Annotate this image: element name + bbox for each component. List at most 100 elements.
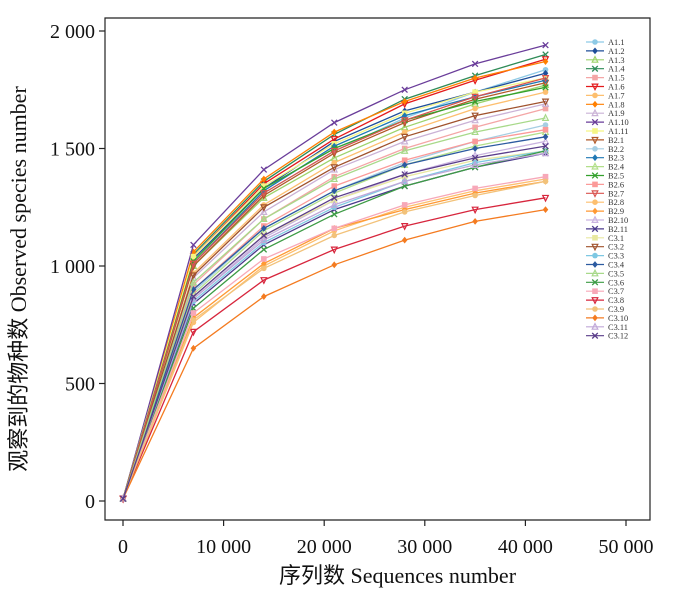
- legend-label: C3.4: [608, 261, 625, 270]
- data-point-C3.5: [330, 174, 339, 183]
- legend-label: A1.2: [608, 47, 625, 56]
- data-point-A1.10: [401, 86, 408, 94]
- data-point-B2.7: [260, 190, 268, 198]
- data-point-A1.11: [472, 89, 478, 95]
- legend-label: B2.2: [608, 145, 624, 154]
- series-line-C3.5: [122, 117, 546, 499]
- data-point-B2.6: [542, 126, 549, 133]
- data-point-C3.12: [401, 171, 408, 178]
- legend-label: B2.6: [608, 180, 624, 189]
- series-C3.5: [119, 113, 550, 502]
- x-tick-label: 40 000: [498, 536, 553, 558]
- data-point-A1.7: [331, 159, 338, 166]
- data-point-C3.12: [471, 154, 479, 162]
- data-point-A1.10: [591, 118, 599, 126]
- y-tick-label: 500: [65, 374, 95, 396]
- data-point-A1.6: [541, 56, 550, 64]
- legend-item-B2.7: B2.7: [586, 189, 624, 198]
- legend-item-A1.8: A1.8: [586, 100, 625, 109]
- legend-item-C3.6: C3.6: [586, 278, 624, 287]
- legend-label: B2.4: [608, 163, 625, 172]
- data-point-B2.4: [330, 188, 339, 197]
- data-point-C3.11: [330, 200, 339, 208]
- data-point-C3.4: [190, 286, 197, 293]
- data-point-B2.10: [541, 136, 550, 145]
- data-point-C3.11: [119, 494, 127, 502]
- data-point-A1.3: [591, 55, 599, 63]
- x-tick-label: 10 000: [196, 536, 251, 558]
- data-point-B2.11: [591, 225, 599, 233]
- series-C3.11: [119, 148, 550, 502]
- legend-label: C3.1: [608, 234, 624, 243]
- series-line-B2.7: [122, 77, 546, 499]
- legend-item-C3.11: C3.11: [586, 322, 628, 332]
- series-A1.10: [119, 41, 549, 502]
- legend-item-C3.9: C3.9: [586, 305, 624, 314]
- legend-item-B2.4: B2.4: [586, 162, 625, 172]
- data-point-C3.10: [542, 206, 549, 213]
- data-point-A1.7: [542, 89, 549, 95]
- legend-label: B2.1: [608, 136, 624, 145]
- data-point-C3.9: [542, 178, 549, 185]
- data-point-A1.5: [542, 105, 549, 112]
- legend: A1.1A1.2A1.3A1.4A1.5A1.6A1.7A1.8A1.9A1.1…: [586, 38, 629, 341]
- x-tick-label: 0: [118, 536, 128, 558]
- data-point-B2.2: [542, 122, 549, 128]
- data-point-C3.7: [401, 202, 408, 208]
- legend-item-B2.3: B2.3: [586, 154, 624, 163]
- data-point-B2.5: [471, 98, 479, 105]
- data-point-B2.3: [592, 154, 598, 162]
- data-point-B2.7: [541, 75, 550, 83]
- legend-item-C3.1: C3.1: [586, 234, 624, 243]
- data-point-A1.7: [592, 92, 598, 99]
- legend-label: B2.5: [608, 172, 624, 181]
- data-point-A1.5: [472, 124, 478, 131]
- data-point-B2.6: [401, 157, 408, 164]
- legend-item-A1.11: A1.11: [586, 127, 628, 136]
- data-point-C3.8: [189, 328, 198, 337]
- legend-label: A1.4: [608, 65, 625, 74]
- data-point-C3.9: [261, 265, 267, 272]
- legend-item-C3.5: C3.5: [586, 268, 624, 278]
- data-point-C3.4: [592, 261, 598, 268]
- legend-item-C3.3: C3.3: [586, 252, 624, 261]
- data-point-C3.4: [542, 133, 549, 141]
- data-point-C3.6: [260, 246, 268, 253]
- data-point-C3.11: [400, 176, 409, 185]
- data-point-C3.9: [592, 306, 598, 312]
- data-point-A1.5: [592, 74, 598, 81]
- data-point-A1.10: [260, 166, 268, 173]
- legend-label: B2.11: [608, 225, 628, 234]
- data-point-B2.8: [592, 199, 598, 205]
- legend-label: A1.8: [608, 100, 625, 109]
- legend-label: A1.11: [608, 127, 628, 136]
- data-point-C3.11: [260, 235, 268, 244]
- data-point-A1.8: [472, 74, 478, 82]
- data-point-C3.9: [472, 192, 478, 199]
- data-point-C3.2: [330, 164, 339, 172]
- data-point-C3.8: [541, 194, 550, 203]
- legend-item-A1.5: A1.5: [586, 74, 625, 83]
- data-point-B2.7: [591, 190, 599, 198]
- data-point-C3.12: [260, 232, 268, 239]
- legend-item-C3.8: C3.8: [586, 296, 624, 305]
- data-point-B2.10: [591, 215, 599, 223]
- data-point-C3.8: [591, 297, 599, 305]
- data-point-A1.8: [542, 58, 549, 65]
- data-point-A1.8: [592, 100, 598, 108]
- data-point-B2.5: [542, 84, 549, 91]
- data-point-B2.6: [472, 138, 478, 145]
- data-point-A1.9: [471, 115, 479, 124]
- y-tick-label: 0: [85, 491, 95, 513]
- legend-item-A1.9: A1.9: [586, 108, 625, 118]
- data-point-C3.4: [472, 145, 478, 152]
- data-point-C3.2: [189, 272, 198, 280]
- data-point-C3.2: [591, 243, 599, 252]
- legend-label: C3.11: [608, 323, 628, 332]
- data-point-C3.12: [542, 142, 549, 150]
- data-point-C3.10: [592, 314, 598, 322]
- data-point-C3.9: [190, 317, 197, 323]
- data-point-A1.8: [190, 248, 197, 256]
- legend-label: B2.7: [608, 189, 624, 198]
- data-point-A1.10: [331, 119, 338, 126]
